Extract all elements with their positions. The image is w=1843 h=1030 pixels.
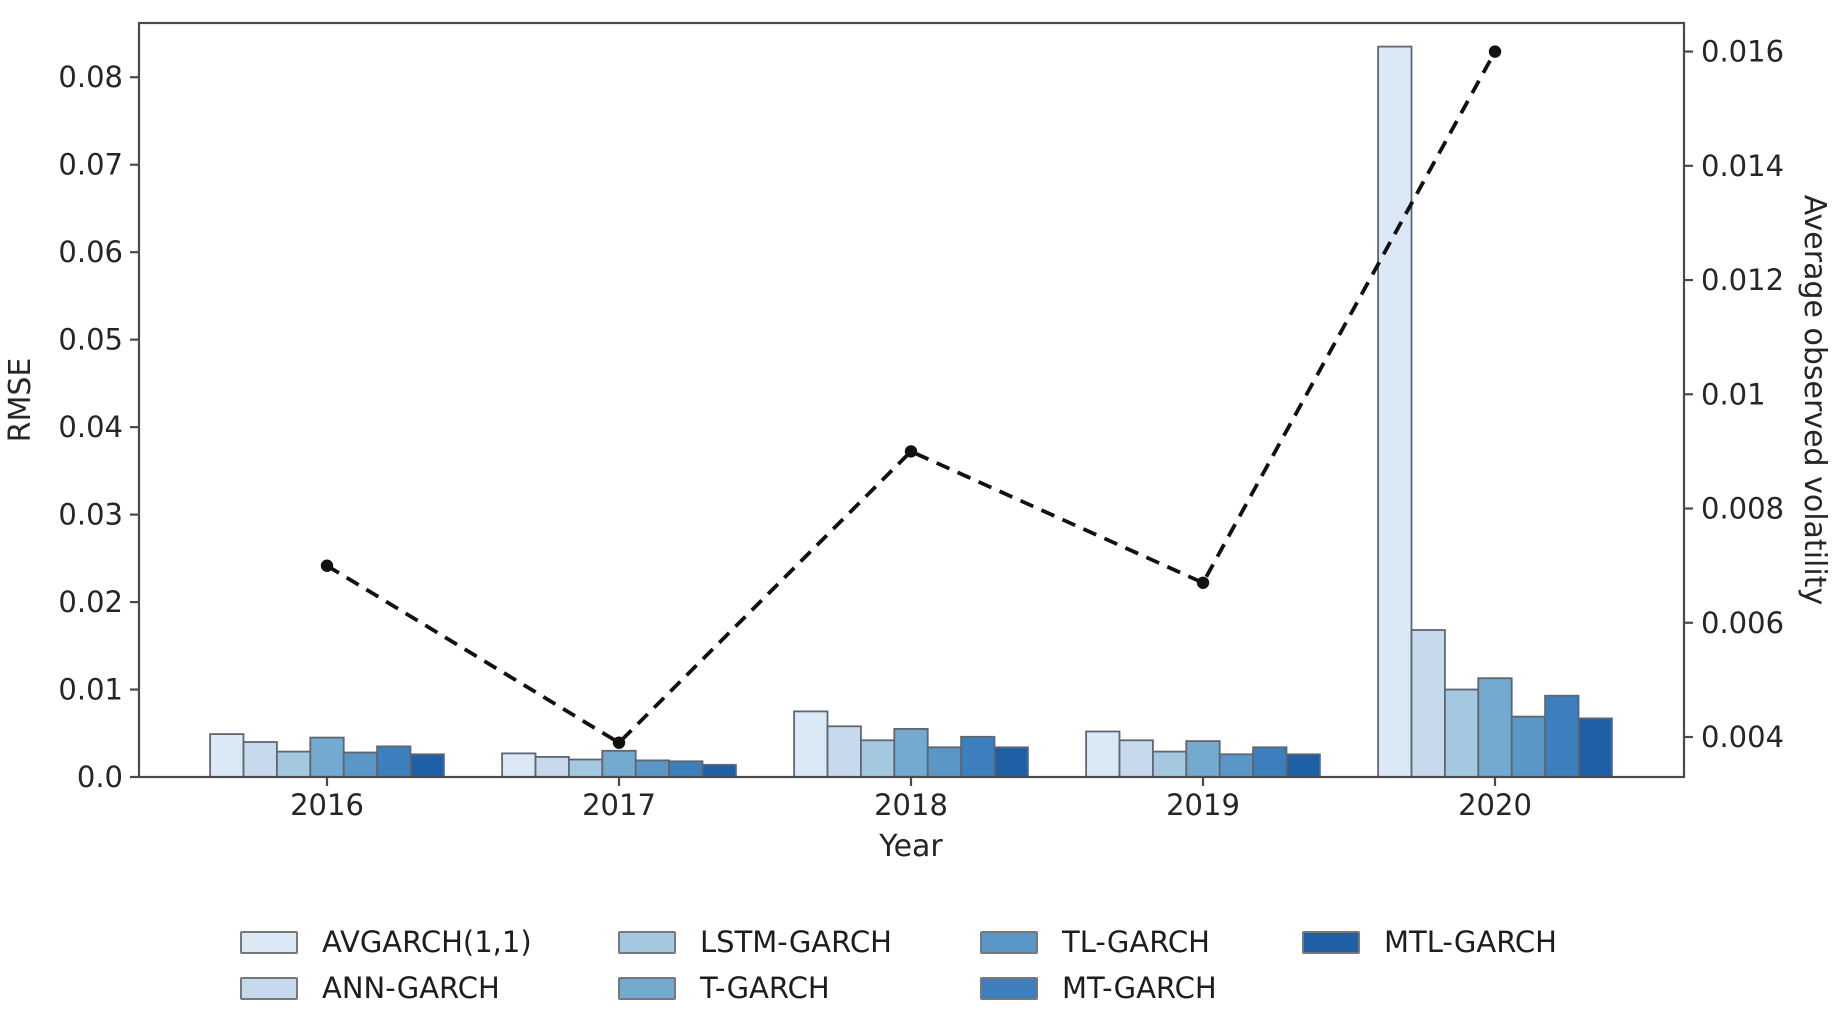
legend-item-t-garch: T-GARCH: [618, 971, 892, 1005]
y-right-tick-label: 0.006: [1701, 606, 1784, 640]
x-tick-label-2019: 2019: [1166, 788, 1240, 822]
legend-swatch: [240, 930, 298, 954]
bar-mt-garch-2020: [1544, 694, 1580, 778]
legend-label: MT-GARCH: [1062, 971, 1217, 1005]
y-left-tick-label: 0.06: [58, 235, 123, 269]
y-right-tick-label: 0.004: [1701, 720, 1784, 754]
y-left-tick-label: 0.0: [77, 760, 123, 794]
legend-swatch: [618, 930, 676, 954]
x-tick-label-2018: 2018: [874, 788, 948, 822]
chart-canvas: 0.0 0.01 0.02 0.03 0.04 0.05 0.06 0.07 0.08 0.004…: [3, 21, 1832, 864]
legend-label: MTL-GARCH: [1384, 925, 1557, 959]
bar-t-garch-2016: [309, 736, 345, 778]
legend-swatch: [240, 976, 298, 1000]
x-axis-title: Year: [878, 829, 943, 864]
bar-mt-garch-2017: [668, 760, 704, 778]
x-tick-label-2020: 2020: [1458, 788, 1532, 822]
y-right-tick-label: 0.014: [1701, 149, 1784, 183]
bar-ann-garch-2020: [1410, 629, 1446, 778]
bar-avgarch-1-1--2016: [209, 733, 245, 778]
y-right-tick-label: 0.016: [1701, 35, 1784, 69]
legend-swatch: [618, 976, 676, 1000]
volatility-point-2018: [904, 445, 918, 458]
bars-layer: [209, 45, 1613, 778]
y-right-tick-label: 0.008: [1701, 492, 1784, 526]
y-axis-left-title: RMSE: [3, 358, 38, 443]
y-axis-right-title: Average observed volatility: [1797, 195, 1832, 605]
bar-tl-garch-2019: [1218, 753, 1254, 778]
legend-label: TL-GARCH: [1062, 925, 1210, 959]
bar-t-garch-2018: [893, 728, 929, 778]
bar-mtl-garch-2016: [409, 753, 445, 778]
legend-swatch: [980, 976, 1038, 1000]
legend-item-avgarch-1-1-: AVGARCH(1,1): [240, 925, 532, 959]
bar-tl-garch-2017: [634, 759, 671, 778]
x-tick-label-2016: 2016: [290, 788, 364, 822]
legend-column: MTL-GARCH: [1302, 925, 1557, 959]
bar-lstm-garch-2020: [1444, 688, 1480, 778]
legend-item-mt-garch: MT-GARCH: [980, 971, 1217, 1005]
bar-lstm-garch-2019: [1152, 750, 1188, 778]
y-left-tick-label: 0.07: [58, 148, 123, 182]
bar-mtl-garch-2018: [993, 746, 1029, 778]
bar-ann-garch-2016: [242, 741, 278, 778]
bar-mt-garch-2019: [1252, 746, 1288, 778]
volatility-line: [326, 50, 1497, 746]
bar-avgarch-1-1--2018: [793, 710, 829, 778]
legend-column: TL-GARCH MT-GARCH: [980, 925, 1217, 1005]
legend-swatch: [1302, 930, 1360, 954]
chart-legend: AVGARCH(1,1) ANN-GARCH LSTM-GARCH T-GARCH TL…: [0, 925, 1843, 1030]
legend-column: LSTM-GARCH T-GARCH: [618, 925, 892, 1005]
volatility-line-layer: [320, 45, 1502, 749]
y-left-tick-label: 0.04: [58, 410, 123, 444]
bar-tl-garch-2016: [342, 751, 379, 778]
plot-border: [137, 21, 1686, 779]
bar-t-garch-2020: [1477, 677, 1513, 778]
volatility-point-2016: [320, 559, 334, 572]
bar-tl-garch-2018: [926, 746, 963, 778]
bar-t-garch-2017: [601, 749, 637, 778]
bar-avgarch-1-1--2017: [501, 752, 537, 778]
y-left-tick-label: 0.02: [58, 585, 123, 619]
y-right-tick-label: 0.01: [1701, 377, 1766, 411]
legend-swatch: [980, 930, 1038, 954]
legend-item-lstm-garch: LSTM-GARCH: [618, 925, 892, 959]
bar-t-garch-2019: [1185, 740, 1221, 778]
y-left-tick-label: 0.08: [58, 60, 123, 94]
bar-avgarch-1-1--2019: [1085, 730, 1121, 778]
volatility-point-2019: [1196, 576, 1210, 589]
y-left-tick-label: 0.01: [58, 673, 123, 707]
legend-item-mtl-garch: MTL-GARCH: [1302, 925, 1557, 959]
bar-tl-garch-2020: [1510, 715, 1546, 778]
bar-mtl-garch-2020: [1577, 717, 1613, 778]
bar-ann-garch-2019: [1118, 739, 1154, 778]
bar-mtl-garch-2017: [701, 763, 737, 778]
bar-lstm-garch-2017: [568, 758, 604, 778]
bar-mt-garch-2018: [960, 735, 996, 778]
y-right-tick-label: 0.012: [1701, 263, 1784, 297]
legend-item-ann-garch: ANN-GARCH: [240, 971, 532, 1005]
axes-layer: 0.0 0.01 0.02 0.03 0.04 0.05 0.06 0.07 0.08 0.004…: [58, 21, 1784, 822]
bar-mt-garch-2016: [376, 745, 412, 778]
legend-label: ANN-GARCH: [322, 971, 500, 1005]
legend-label: AVGARCH(1,1): [322, 925, 532, 959]
legend-label: LSTM-GARCH: [700, 925, 892, 959]
y-left-tick-label: 0.05: [58, 323, 123, 357]
x-tick-label-2017: 2017: [582, 788, 656, 822]
legend-label: T-GARCH: [700, 971, 830, 1005]
y-left-tick-label: 0.03: [58, 498, 123, 532]
legend-item-tl-garch: TL-GARCH: [980, 925, 1217, 959]
bar-lstm-garch-2016: [275, 750, 312, 778]
volatility-point-2017: [612, 736, 626, 749]
bar-mtl-garch-2019: [1285, 753, 1321, 778]
volatility-point-2020: [1488, 45, 1502, 58]
bar-ann-garch-2017: [534, 756, 570, 778]
bar-avgarch-1-1--2020: [1377, 45, 1413, 778]
bar-lstm-garch-2018: [860, 739, 896, 778]
bar-ann-garch-2018: [826, 725, 862, 778]
legend-column: AVGARCH(1,1) ANN-GARCH: [240, 925, 532, 1005]
